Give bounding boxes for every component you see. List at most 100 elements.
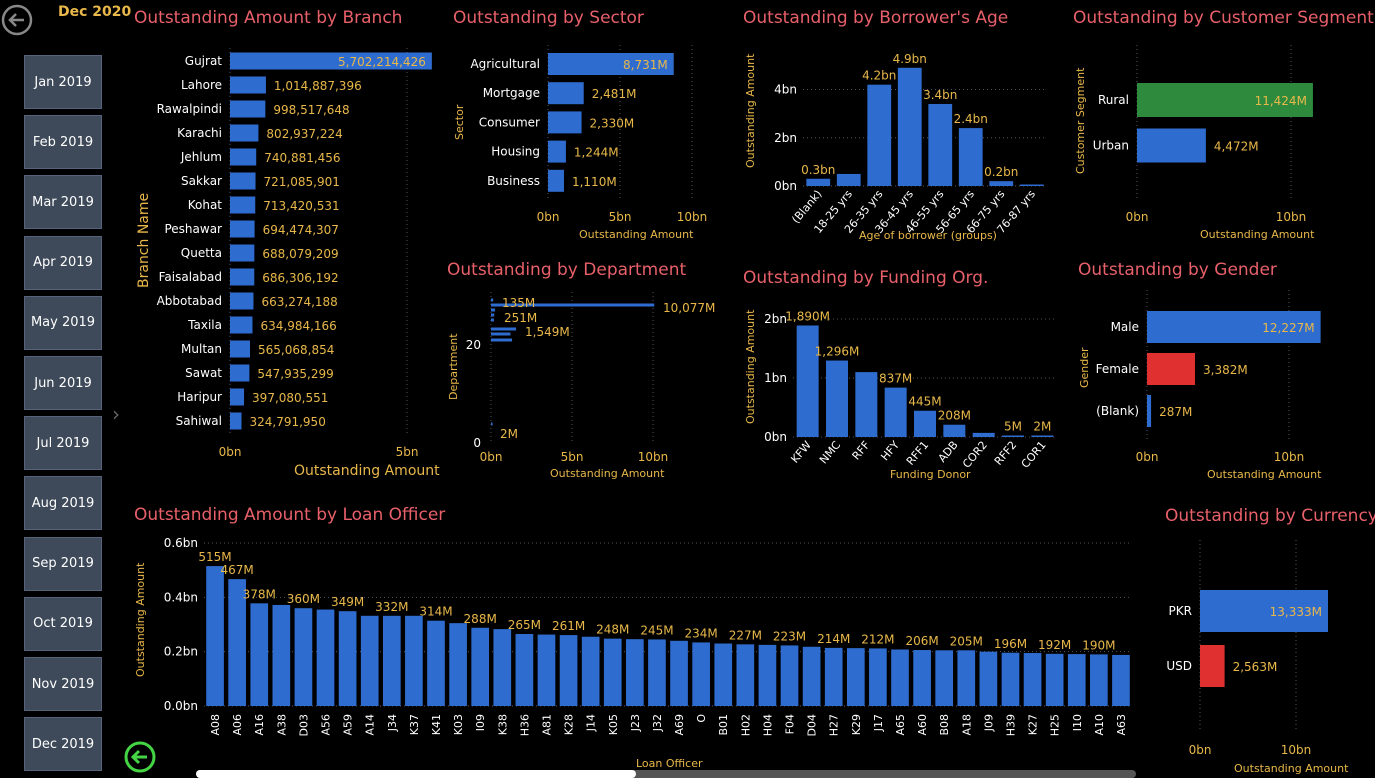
- age-x-axis-title: Age of borrower (groups): [859, 229, 997, 242]
- currency-bar: [1200, 590, 1328, 632]
- month-button-jan-2019[interactable]: Jan 2019: [24, 55, 102, 109]
- horizontal-scrollbar-track[interactable]: [196, 770, 1136, 778]
- funding-category-label: ADB: [936, 439, 961, 465]
- sector-category-label: Business: [487, 174, 540, 188]
- officer-chart-title: Outstanding Amount by Loan Officer: [134, 505, 446, 525]
- funding-data-label: 208M: [938, 409, 971, 423]
- sector-x-tick: 0bn: [537, 210, 560, 224]
- officer-category-label: J34: [386, 714, 399, 732]
- month-button-jul-2019[interactable]: Jul 2019: [24, 416, 102, 471]
- currency-x-axis-title: Outstanding Amount: [1234, 762, 1349, 775]
- officer-category-label: J17: [872, 714, 885, 732]
- branch-category-label: Haripur: [177, 390, 222, 404]
- funding-category-label: RFF2: [992, 439, 1020, 468]
- officer-category-label: A10: [1093, 714, 1106, 736]
- branch-data-label: 686,306,192: [262, 271, 338, 285]
- officer-bar: [1023, 653, 1042, 706]
- sector-x-tick: 5bn: [609, 210, 632, 224]
- gender-data-label: 12,227M: [1262, 321, 1314, 335]
- month-button-may-2019[interactable]: May 2019: [24, 295, 102, 350]
- branch-bar: [230, 196, 256, 214]
- month-button-jun-2019[interactable]: Jun 2019: [24, 356, 102, 410]
- branch-data-label: 565,068,854: [258, 343, 334, 357]
- funding-category-label: HFY: [878, 438, 902, 463]
- segment-category-label: Urban: [1093, 139, 1129, 153]
- period-label: Dec 2020: [58, 4, 132, 20]
- back-button-bottom[interactable]: [122, 740, 158, 774]
- sector-data-label: 8,731M: [623, 58, 668, 72]
- month-button-dec-2019[interactable]: Dec 2019: [24, 717, 102, 772]
- currency-category-label: USD: [1166, 659, 1192, 673]
- month-button-sep-2019[interactable]: Sep 2019: [24, 536, 102, 591]
- branch-bar: [230, 76, 266, 94]
- age-data-label: 4.2bn: [862, 69, 896, 83]
- branch-bar: [230, 292, 254, 310]
- officer-category-label: K29: [850, 714, 863, 735]
- branch-category-label: Karachi: [177, 126, 222, 140]
- officer-bar: [714, 643, 733, 706]
- officer-category-label: K41: [430, 714, 443, 735]
- branch-data-label: 721,085,901: [264, 175, 340, 189]
- officer-category-label: F04: [784, 714, 797, 734]
- age-data-label: 0.2bn: [984, 165, 1018, 179]
- officer-data-label: 206M: [905, 634, 938, 648]
- officer-data-label: 378M: [243, 587, 276, 601]
- branch-category-label: Lahore: [181, 78, 222, 92]
- back-button[interactable]: [0, 3, 34, 37]
- department-x-tick: 5bn: [561, 450, 584, 464]
- funding-y-tick: 1bn: [764, 371, 787, 385]
- month-button-oct-2019[interactable]: Oct 2019: [24, 596, 102, 651]
- officer-category-label: J14: [585, 714, 598, 732]
- officer-bar: [935, 650, 954, 706]
- month-button-mar-2019[interactable]: Mar 2019: [24, 175, 102, 230]
- branch-bar: [230, 412, 242, 430]
- funding-data-label: 445M: [908, 395, 941, 409]
- funding-data-label: 2M: [1033, 420, 1051, 434]
- gender-chart-title: Outstanding by Gender: [1078, 260, 1277, 280]
- currency-chart-title: Outstanding by Currency: [1165, 506, 1375, 526]
- sector-category-label: Agricultural: [470, 57, 540, 71]
- branch-data-label: 802,937,224: [266, 127, 342, 141]
- officer-data-label: 332M: [375, 600, 408, 614]
- officer-bar: [1090, 654, 1108, 706]
- gender-x-tick: 10bn: [1274, 450, 1305, 464]
- branch-category-label: Quetta: [181, 246, 222, 260]
- department-x-tick: 10bn: [638, 450, 669, 464]
- officer-category-label: A60: [916, 714, 929, 736]
- horizontal-scrollbar-thumb[interactable]: [196, 770, 636, 778]
- branch-data-label: 324,791,950: [249, 415, 325, 429]
- funding-bar: [972, 432, 995, 437]
- chevron-right-icon[interactable]: ›: [112, 402, 120, 426]
- month-button-aug-2019[interactable]: Aug 2019: [24, 476, 102, 531]
- department-data-label: 2M: [500, 427, 518, 441]
- officer-bar: [449, 623, 467, 706]
- officer-data-label: 234M: [685, 626, 718, 640]
- gender-category-label: Female: [1096, 362, 1139, 376]
- officer-bar: [891, 649, 909, 706]
- department-y-tick: 0: [473, 436, 481, 450]
- age-bar: [867, 84, 892, 186]
- branch-category-label: Multan: [181, 342, 222, 356]
- sector-bar: [548, 111, 582, 134]
- segment-x-tick: 10bn: [1276, 210, 1307, 224]
- officer-data-label: 205M: [950, 634, 983, 648]
- officer-bar: [846, 648, 865, 706]
- age-bar: [928, 103, 953, 186]
- branch-bar: [230, 220, 255, 238]
- department-data-label: 1,549M: [525, 325, 570, 339]
- officer-category-label: A18: [960, 714, 973, 736]
- officer-category-label: B08: [938, 714, 951, 736]
- gender-x-tick: 0bn: [1136, 450, 1159, 464]
- officer-category-label: K38: [496, 714, 509, 735]
- officer-data-label: 265M: [508, 618, 541, 632]
- month-button-feb-2019[interactable]: Feb 2019: [24, 115, 102, 170]
- officer-bar: [802, 646, 821, 706]
- month-button-nov-2019[interactable]: Nov 2019: [24, 657, 102, 711]
- branch-data-label: 547,935,299: [257, 367, 333, 381]
- month-button-apr-2019[interactable]: Apr 2019: [24, 235, 102, 290]
- branch-data-label: 694,474,307: [263, 223, 339, 237]
- branch-chart-title: Outstanding Amount by Branch: [134, 8, 403, 28]
- officer-category-label: A06: [231, 714, 244, 736]
- funding-data-label: 5M: [1004, 420, 1022, 434]
